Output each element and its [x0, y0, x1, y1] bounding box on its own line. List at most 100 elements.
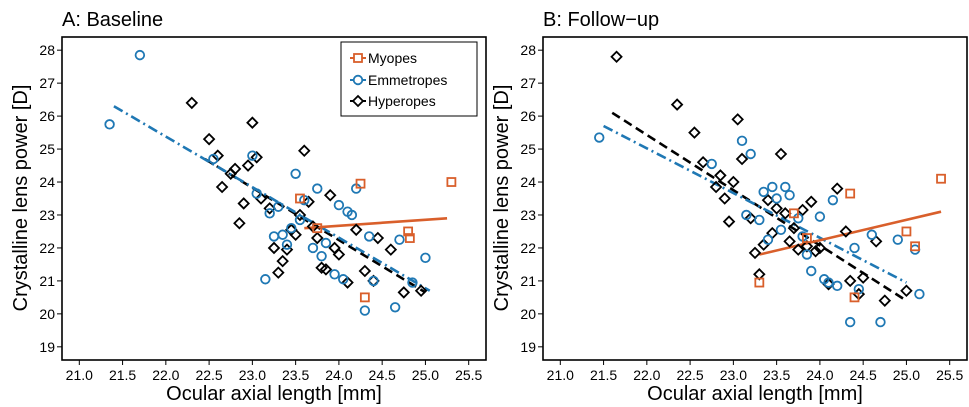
hyperopes-point — [731, 113, 744, 126]
hyperopes-point — [233, 216, 246, 230]
emmetropes-point — [827, 194, 839, 206]
x-tick-label: 21.5 — [109, 367, 136, 383]
hyperopes-point — [310, 231, 324, 245]
emmetropes-point — [780, 181, 791, 193]
myopes-point — [910, 241, 920, 252]
hyperopes-point — [414, 284, 428, 298]
legend-item-emmetropes: Emmetropes — [350, 72, 447, 88]
emmetropes-point — [736, 135, 748, 147]
panel-b-y-ticks: 19 20 21 22 23 24 25 26 27 28 — [520, 42, 543, 355]
x-tick-label: 21.5 — [590, 367, 617, 383]
y-tick-label: 28 — [520, 42, 536, 58]
panel-a-x-ticks: 21.0 21.5 22.0 22.5 23.0 23.5 24.0 24.5 25.0 25.5 — [66, 360, 483, 383]
emmetropes-point — [806, 265, 817, 277]
hyperopes-point — [185, 96, 199, 110]
myopes-point — [849, 292, 860, 303]
x-tick-label: 24.0 — [806, 367, 833, 383]
emmetropes-point — [758, 186, 769, 198]
y-tick-label: 20 — [39, 306, 55, 322]
emmetropes-point — [866, 229, 878, 240]
emmetropes-point — [849, 242, 860, 254]
emmetropes-point — [208, 153, 219, 165]
hyperopes-point — [332, 248, 346, 261]
hyperopes-point — [714, 169, 727, 182]
legend-label-myopes: Myopes — [368, 50, 417, 66]
myopes-point — [312, 223, 323, 234]
myopes-point — [936, 173, 946, 184]
x-tick-label: 23.5 — [763, 367, 790, 383]
hyperopes-point — [813, 241, 827, 255]
hyperopes-point — [856, 271, 870, 284]
hyperopes-point — [900, 284, 913, 298]
panel-a-points — [104, 49, 457, 316]
emmetropes-point — [281, 239, 293, 250]
myopes-point — [403, 226, 414, 237]
hyperopes-point — [250, 151, 263, 164]
emmetropes-fit-line — [113, 105, 431, 292]
x-tick-label: 23.0 — [239, 367, 266, 383]
emmetropes-point — [316, 250, 327, 262]
hyperopes-point — [735, 152, 749, 166]
emmetropes-point — [771, 193, 782, 204]
hyperopes-point — [358, 264, 372, 278]
emmetropes-point — [320, 237, 332, 249]
myopes-point — [901, 226, 912, 237]
legend-diamond-marker — [351, 94, 365, 108]
myopes-point — [845, 188, 856, 199]
hyperopes-point — [237, 197, 250, 210]
x-tick-label: 25.5 — [936, 367, 963, 383]
emmetropes-point — [290, 168, 301, 179]
hyperopes-point — [757, 238, 770, 251]
emmetropes-point — [273, 201, 284, 212]
panel-a-fit-lines — [113, 105, 448, 294]
panel-a-frame — [61, 36, 487, 361]
y-tick-label: 23 — [520, 207, 536, 223]
hyperopes-point — [869, 235, 883, 248]
emmetropes-point — [389, 302, 401, 313]
hyperopes-point — [839, 225, 853, 238]
hyperopes-point — [709, 180, 723, 194]
emmetropes-point — [104, 119, 115, 130]
y-tick-label: 21 — [520, 273, 536, 289]
hyperopes-point — [267, 241, 281, 255]
emmetropes-point — [420, 252, 431, 264]
panel-b-x-ticks: 21.0 21.5 22.0 22.5 23.0 23.5 24.0 24.5 25.0 25.5 — [547, 360, 964, 383]
y-tick-label: 26 — [520, 108, 536, 124]
y-tick-label: 19 — [39, 339, 55, 355]
legend-circle-marker — [352, 74, 364, 86]
hyperopes-point — [796, 203, 809, 217]
panel-b-x-axis-label: Ocular axial length [mm] — [647, 383, 863, 405]
hyperopes-point — [670, 98, 684, 111]
emmetropes-point — [775, 224, 787, 236]
hyperopes-point — [302, 195, 315, 209]
hyperopes-point — [298, 144, 311, 157]
x-tick-label: 21.0 — [66, 367, 93, 383]
x-tick-label: 22.5 — [195, 367, 222, 383]
hyperopes-point — [830, 182, 844, 195]
legend-label-hyperopes: Hyperopes — [368, 93, 436, 109]
emmetropes-point — [706, 158, 717, 170]
emmetropes-point — [307, 242, 319, 254]
hyperopes-point — [215, 180, 229, 194]
y-tick-label: 28 — [39, 42, 55, 58]
hyperopes-point — [718, 192, 731, 205]
emmetropes-point — [264, 208, 275, 219]
y-tick-label: 27 — [520, 75, 536, 91]
emmetropes-point — [268, 231, 280, 242]
hyperopes-point — [748, 246, 762, 260]
emmetropes-point — [359, 305, 371, 316]
emmetropes-point — [251, 188, 262, 199]
legend-square-marker — [353, 53, 363, 63]
emmetropes-point — [247, 150, 258, 161]
y-tick-label: 25 — [520, 141, 536, 157]
myopes-point — [789, 208, 799, 219]
x-tick-label: 24.5 — [369, 367, 396, 383]
hyperopes-point — [761, 193, 775, 207]
y-tick-label: 23 — [39, 207, 55, 223]
hyperopes-point — [276, 254, 289, 268]
y-tick-label: 27 — [39, 75, 55, 91]
myopes-point — [295, 193, 305, 204]
emmetropes-point — [260, 274, 271, 285]
